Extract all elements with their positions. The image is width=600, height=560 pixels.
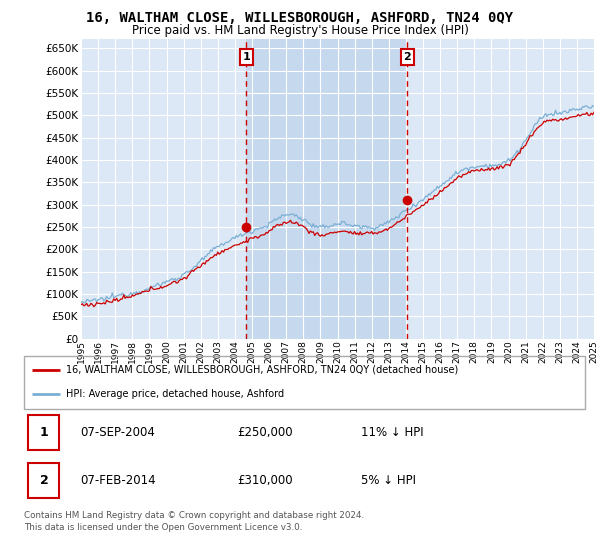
FancyBboxPatch shape (28, 463, 59, 498)
Text: Price paid vs. HM Land Registry's House Price Index (HPI): Price paid vs. HM Land Registry's House … (131, 24, 469, 36)
Text: 2: 2 (403, 52, 411, 62)
Text: 2: 2 (40, 474, 48, 487)
Bar (247, 39, 407, 339)
Text: £250,000: £250,000 (237, 426, 293, 440)
Text: Contains HM Land Registry data © Crown copyright and database right 2024.
This d: Contains HM Land Registry data © Crown c… (24, 511, 364, 531)
Text: 1: 1 (40, 426, 48, 440)
Text: HPI: Average price, detached house, Ashford: HPI: Average price, detached house, Ashf… (66, 389, 284, 399)
Text: £310,000: £310,000 (237, 474, 293, 487)
FancyBboxPatch shape (28, 416, 59, 450)
Text: 1: 1 (242, 52, 250, 62)
Text: 11% ↓ HPI: 11% ↓ HPI (361, 426, 423, 440)
Text: 5% ↓ HPI: 5% ↓ HPI (361, 474, 416, 487)
Text: 16, WALTHAM CLOSE, WILLESBOROUGH, ASHFORD, TN24 0QY (detached house): 16, WALTHAM CLOSE, WILLESBOROUGH, ASHFOR… (66, 365, 458, 375)
Text: 16, WALTHAM CLOSE, WILLESBOROUGH, ASHFORD, TN24 0QY: 16, WALTHAM CLOSE, WILLESBOROUGH, ASHFOR… (86, 11, 514, 25)
Text: 07-FEB-2014: 07-FEB-2014 (80, 474, 156, 487)
Text: 07-SEP-2004: 07-SEP-2004 (80, 426, 155, 440)
